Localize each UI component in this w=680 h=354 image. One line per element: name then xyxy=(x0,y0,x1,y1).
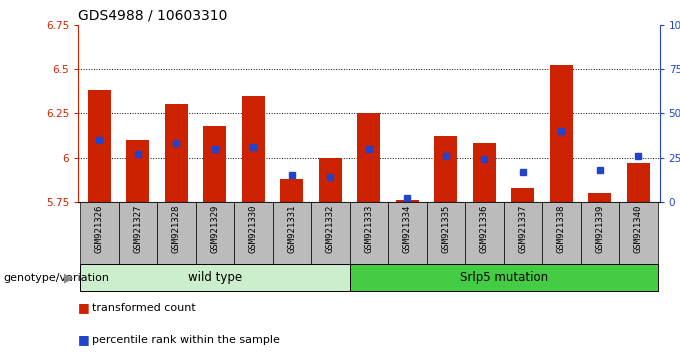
Bar xyxy=(203,126,226,202)
Bar xyxy=(118,202,157,264)
Bar xyxy=(80,264,350,291)
Text: GSM921332: GSM921332 xyxy=(326,204,335,253)
Bar xyxy=(196,202,234,264)
Text: ■: ■ xyxy=(78,333,90,346)
Text: percentile rank within the sample: percentile rank within the sample xyxy=(92,335,279,345)
Bar xyxy=(126,140,150,202)
Bar xyxy=(581,202,619,264)
Text: GSM921326: GSM921326 xyxy=(95,204,104,253)
Text: GSM921339: GSM921339 xyxy=(596,204,605,253)
Text: GSM921328: GSM921328 xyxy=(172,204,181,253)
Text: Srlp5 mutation: Srlp5 mutation xyxy=(460,272,547,284)
Bar xyxy=(627,163,650,202)
Text: GSM921338: GSM921338 xyxy=(557,204,566,253)
Bar xyxy=(350,264,658,291)
Text: genotype/variation: genotype/variation xyxy=(3,273,109,283)
Bar xyxy=(542,202,581,264)
Bar xyxy=(619,202,658,264)
Text: GSM921336: GSM921336 xyxy=(480,204,489,253)
Text: GSM921331: GSM921331 xyxy=(288,204,296,253)
Bar xyxy=(435,136,458,202)
Bar xyxy=(319,158,342,202)
Text: ▶: ▶ xyxy=(64,272,73,284)
Bar xyxy=(350,202,388,264)
Bar xyxy=(80,202,118,264)
Bar xyxy=(465,202,504,264)
Text: GSM921333: GSM921333 xyxy=(364,204,373,253)
Bar xyxy=(234,202,273,264)
Bar xyxy=(388,202,426,264)
Bar xyxy=(511,188,534,202)
Text: GSM921330: GSM921330 xyxy=(249,204,258,253)
Bar xyxy=(550,65,573,202)
Text: GSM921329: GSM921329 xyxy=(210,204,220,253)
Bar xyxy=(273,202,311,264)
Bar xyxy=(504,202,542,264)
Bar xyxy=(88,90,111,202)
Text: wild type: wild type xyxy=(188,272,242,284)
Bar xyxy=(473,143,496,202)
Bar xyxy=(426,202,465,264)
Text: transformed count: transformed count xyxy=(92,303,196,313)
Bar xyxy=(358,113,380,202)
Bar xyxy=(157,202,196,264)
Bar xyxy=(588,193,611,202)
Text: GSM921334: GSM921334 xyxy=(403,204,412,253)
Bar xyxy=(311,202,350,264)
Bar xyxy=(165,104,188,202)
Text: GSM921340: GSM921340 xyxy=(634,204,643,253)
Text: GSM921335: GSM921335 xyxy=(441,204,450,253)
Bar xyxy=(280,179,303,202)
Text: GSM921327: GSM921327 xyxy=(133,204,142,253)
Bar xyxy=(396,200,419,202)
Text: ■: ■ xyxy=(78,302,90,314)
Text: GSM921337: GSM921337 xyxy=(518,204,528,253)
Bar xyxy=(242,96,265,202)
Text: GDS4988 / 10603310: GDS4988 / 10603310 xyxy=(78,8,228,22)
